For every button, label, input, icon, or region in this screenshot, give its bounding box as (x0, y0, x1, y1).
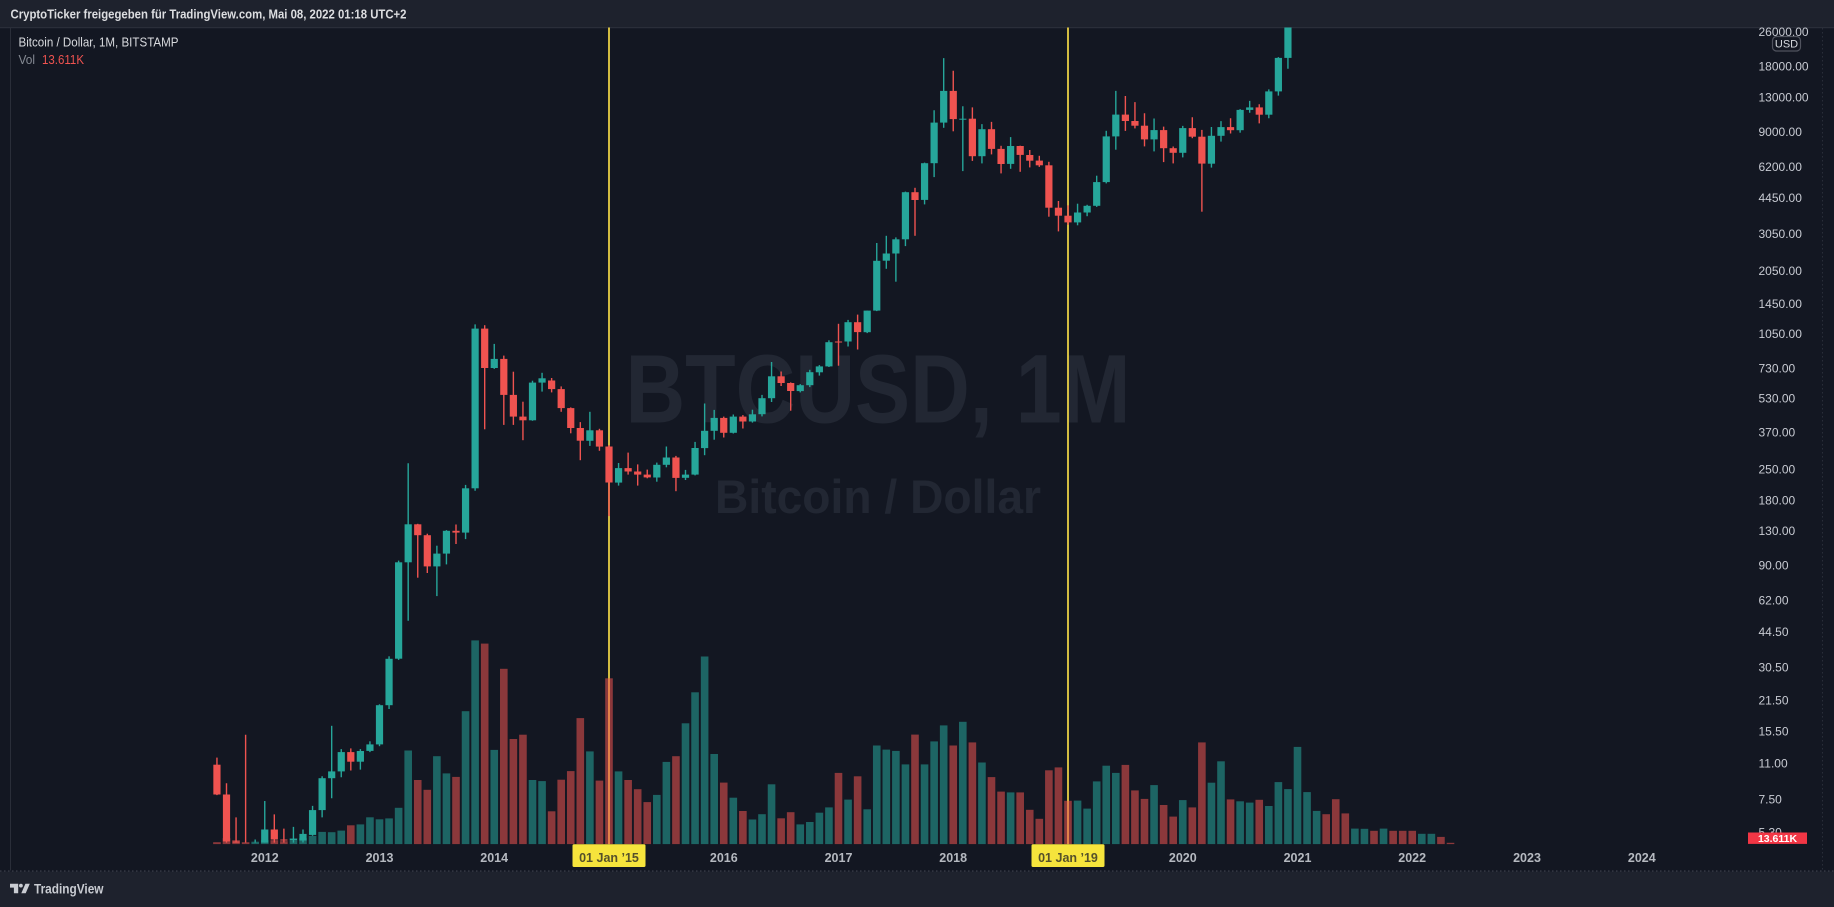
svg-text:Vol: Vol (19, 52, 36, 67)
svg-text:USD: USD (1775, 39, 1798, 51)
svg-text:180.00: 180.00 (1759, 493, 1796, 507)
svg-text:18000.00: 18000.00 (1759, 60, 1809, 74)
svg-text:530.00: 530.00 (1759, 392, 1796, 406)
svg-text:01 Jan ’15: 01 Jan ’15 (579, 851, 639, 865)
svg-text:2050.00: 2050.00 (1759, 264, 1803, 278)
svg-text:26000.00: 26000.00 (1759, 25, 1809, 39)
svg-text:2020: 2020 (1169, 851, 1197, 865)
svg-text:130.00: 130.00 (1759, 524, 1796, 538)
svg-text:370.00: 370.00 (1759, 426, 1796, 440)
svg-text:01 Jan ’19: 01 Jan ’19 (1038, 851, 1098, 865)
svg-text:90.00: 90.00 (1759, 559, 1789, 573)
svg-text:15.50: 15.50 (1759, 724, 1789, 738)
svg-text:2023: 2023 (1513, 851, 1541, 865)
svg-text:2024: 2024 (1628, 851, 1656, 865)
svg-text:CryptoTicker freigegeben für T: CryptoTicker freigegeben für TradingView… (11, 7, 407, 22)
svg-text:250.00: 250.00 (1759, 462, 1796, 476)
svg-text:13000.00: 13000.00 (1759, 90, 1809, 104)
svg-text:1450.00: 1450.00 (1759, 297, 1803, 311)
svg-text:2014: 2014 (480, 851, 508, 865)
svg-text:TradingView: TradingView (34, 882, 104, 897)
svg-text:1050.00: 1050.00 (1759, 327, 1803, 341)
svg-text:4450.00: 4450.00 (1759, 191, 1803, 205)
svg-text:2018: 2018 (939, 851, 967, 865)
svg-text:Bitcoin / Dollar, 1M, BITSTAMP: Bitcoin / Dollar, 1M, BITSTAMP (19, 35, 179, 50)
svg-text:9000.00: 9000.00 (1759, 125, 1803, 139)
svg-text:BTCUSD, 1M: BTCUSD, 1M (626, 335, 1131, 444)
svg-text:62.00: 62.00 (1759, 594, 1789, 608)
svg-text:11.00: 11.00 (1759, 757, 1788, 771)
svg-text:13.611K: 13.611K (1758, 833, 1798, 845)
svg-text:44.50: 44.50 (1759, 625, 1789, 639)
svg-text:Bitcoin / Dollar: Bitcoin / Dollar (715, 470, 1041, 523)
svg-text:30.50: 30.50 (1759, 661, 1789, 675)
svg-text:2016: 2016 (710, 851, 738, 865)
svg-text:2013: 2013 (366, 851, 394, 865)
svg-text:2017: 2017 (825, 851, 853, 865)
svg-text:2012: 2012 (251, 851, 279, 865)
svg-text:13.611K: 13.611K (42, 52, 84, 67)
svg-text:2022: 2022 (1398, 851, 1426, 865)
svg-text:2021: 2021 (1284, 851, 1312, 865)
svg-text:3050.00: 3050.00 (1759, 227, 1803, 241)
svg-text:6200.00: 6200.00 (1759, 160, 1803, 174)
svg-text:7.50: 7.50 (1759, 793, 1783, 807)
svg-text:730.00: 730.00 (1759, 362, 1796, 376)
svg-text:21.50: 21.50 (1759, 694, 1789, 708)
